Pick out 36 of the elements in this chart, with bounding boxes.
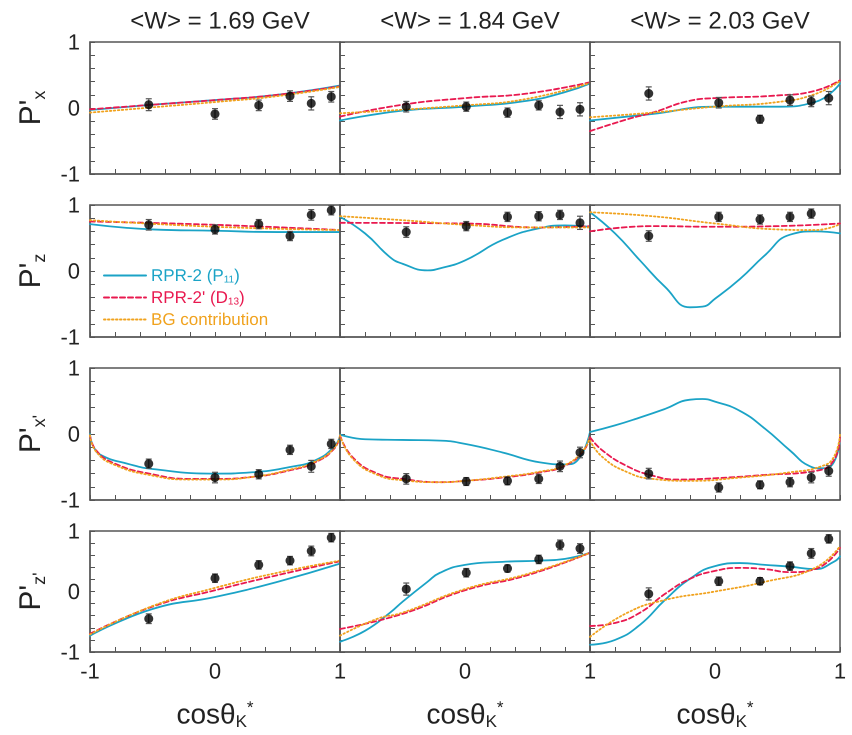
y-tick-label: -1 (60, 162, 80, 186)
point (556, 107, 564, 116)
chart-title: <W> = 1.84 GeV (380, 8, 560, 34)
x-tick-label: 0 (208, 658, 222, 684)
chart-title: <W> = 1.69 GeV (130, 8, 310, 34)
y-tick-label: -1 (60, 640, 80, 664)
y-axis-title: P'x' (14, 414, 49, 454)
y-tick-label: 1 (68, 356, 80, 380)
legend-label: BG contribution (151, 310, 268, 329)
y-tick-label: 1 (68, 518, 80, 544)
y-tick-label: 1 (68, 192, 80, 218)
y-tick-label: 0 (68, 579, 80, 604)
y-tick-label: 1 (68, 30, 80, 54)
point (576, 104, 584, 114)
point (306, 98, 316, 108)
chart-title: <W> = 2.03 GeV (630, 8, 810, 34)
point (144, 100, 154, 110)
y-axis-title: P'z' (14, 572, 49, 611)
y-axis-title: P'z (14, 254, 49, 288)
y-tick-label: 0 (68, 258, 80, 284)
y-tick-label: -1 (60, 324, 80, 350)
point (644, 88, 654, 98)
x-tick-label: 1 (834, 658, 846, 684)
x-tick-label: 0 (708, 658, 722, 684)
point (824, 94, 834, 103)
point (402, 584, 411, 594)
y-tick-label: 0 (68, 96, 80, 120)
y-axis-title: P'x (14, 90, 49, 126)
y-tick-label: 0 (68, 422, 80, 446)
x-tick-label: 1 (334, 658, 346, 684)
y-tick-label: -1 (60, 488, 80, 512)
x-tick-label: 1 (584, 658, 596, 684)
point (306, 462, 316, 471)
x-tick-label: 0 (458, 658, 472, 684)
point (644, 589, 654, 598)
point (576, 218, 584, 228)
